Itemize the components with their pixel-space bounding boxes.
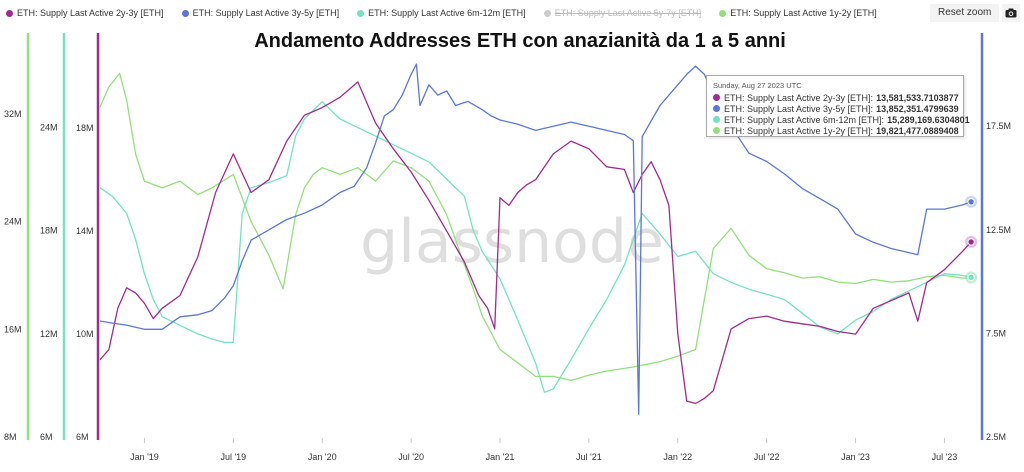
x-tick-label: Jan '22: [663, 452, 692, 462]
tooltip: Sunday, Aug 27 2023 UTC ETH: Supply Last…: [706, 75, 970, 137]
y-tick-label: 16M: [4, 324, 22, 334]
legend-item-3y-5y[interactable]: ETH: Supply Last Active 3y-5y [ETH]: [181, 8, 340, 18]
tooltip-date: Sunday, Aug 27 2023 UTC: [713, 81, 802, 90]
y-tick-label: 10M: [76, 329, 94, 339]
x-tick-label: Jan '21: [486, 452, 515, 462]
tooltip-dot: [713, 105, 720, 112]
tooltip-value: 13,852,351.4799639: [876, 103, 959, 114]
reset-zoom-button[interactable]: Reset zoom: [930, 4, 1000, 22]
legend-item-5y-7y[interactable]: ETH: Supply Last Active 5y-7y [ETH]: [543, 8, 702, 18]
legend-label: ETH: Supply Last Active 3y-5y [ETH]: [192, 8, 340, 18]
chart-title: Andamento Addresses ETH con anazianità d…: [254, 30, 786, 52]
legend-item-1y-2y[interactable]: ETH: Supply Last Active 1y-2y [ETH]: [719, 8, 877, 18]
series-line-ax3y5y: [99, 63, 972, 415]
y-tick-label: 6M: [40, 432, 53, 442]
series-end-marker: [967, 273, 975, 282]
tooltip-row-3y-5y: ETH: Supply Last Active 3y-5y [ETH]: 13,8…: [713, 103, 959, 114]
camera-button[interactable]: [1002, 4, 1020, 22]
watermark: glassnode: [360, 207, 664, 277]
y-tick-label: 7.5M: [986, 328, 1006, 338]
y-tick-label: 18M: [40, 226, 58, 236]
series-line-ax6m12m: [99, 101, 972, 393]
x-tick-label: Jul '19: [220, 452, 246, 462]
legend-dot: [181, 9, 189, 17]
y-tick-label: 24M: [4, 217, 22, 227]
y-tick-label: 12M: [40, 329, 58, 339]
tooltip-row-6m-12m: ETH: Supply Last Active 6m-12m [ETH]: 15,…: [713, 114, 970, 125]
legend-item-2y-3y[interactable]: ETH: Supply Last Active 2y-3y [ETH]: [6, 8, 164, 18]
x-tick-label: Jan '23: [841, 452, 870, 462]
series-end-marker: [967, 198, 975, 206]
series-line-ax2y3y: [99, 81, 972, 405]
y-tick-label: 6M: [76, 432, 89, 442]
tooltip-label: ETH: Supply Last Active 2y-3y [ETH]:: [724, 92, 874, 103]
y-tick-label: 12.5M: [986, 225, 1011, 235]
y-tick-label: 8M: [4, 432, 17, 442]
legend-label: ETH: Supply Last Active 2y-3y [ETH]: [17, 8, 164, 18]
x-tick-label: Jul '23: [932, 452, 958, 462]
tooltip-dot: [713, 127, 720, 134]
camera-icon: [1005, 8, 1017, 18]
legend-label: ETH: Supply Last Active 1y-2y [ETH]: [730, 8, 877, 18]
x-tick-label: Jul '20: [398, 452, 424, 462]
series-line-ax1y2y: [99, 72, 972, 382]
legend-dot: [543, 9, 551, 17]
tooltip-dot: [713, 116, 720, 123]
y-tick-label: 2.5M: [986, 432, 1006, 442]
y-tick-label: 24M: [40, 123, 58, 133]
tooltip-value: 13,581,533.7103877: [876, 92, 959, 103]
x-tick-label: Jul '22: [754, 452, 780, 462]
y-tick-label: 14M: [76, 226, 94, 236]
tooltip-value: 15,289,169.6304801: [887, 114, 970, 125]
tooltip-dot: [713, 94, 720, 101]
tooltip-value: 19,821,477.0889408: [876, 125, 959, 136]
legend-item-6m-12m[interactable]: ETH: Supply Last Active 6m-12m [ETH]: [357, 8, 526, 18]
legend-dot: [357, 9, 365, 17]
tooltip-label: ETH: Supply Last Active 3y-5y [ETH]:: [724, 103, 874, 114]
y-tick-label: 17.5M: [986, 121, 1011, 131]
legend: ETH: Supply Last Active 2y-3y [ETH] ETH:…: [6, 6, 895, 20]
tooltip-label: ETH: Supply Last Active 1y-2y [ETH]:: [724, 125, 874, 136]
y-tick-label: 32M: [4, 109, 22, 119]
tooltip-row-1y-2y: ETH: Supply Last Active 1y-2y [ETH]: 19,8…: [713, 125, 959, 136]
legend-dot: [719, 9, 727, 17]
x-tick-label: Jan '19: [130, 452, 159, 462]
tooltip-row-2y-3y: ETH: Supply Last Active 2y-3y [ETH]: 13,5…: [713, 92, 959, 103]
legend-label: ETH: Supply Last Active 5y-7y [ETH]: [554, 8, 702, 18]
x-tick-label: Jan '20: [308, 452, 337, 462]
legend-dot: [6, 9, 13, 17]
series-end-marker: [967, 238, 975, 246]
legend-label: ETH: Supply Last Active 6m-12m [ETH]: [368, 8, 526, 18]
y-tick-label: 18M: [76, 123, 94, 133]
x-tick-label: Jul '21: [576, 452, 602, 462]
tooltip-label: ETH: Supply Last Active 6m-12m [ETH]:: [724, 114, 885, 125]
